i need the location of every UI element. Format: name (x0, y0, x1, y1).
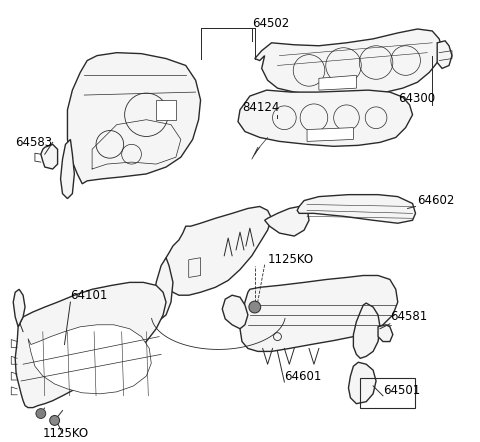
Text: 64300: 64300 (398, 91, 435, 104)
Text: 84124: 84124 (242, 101, 279, 114)
Circle shape (36, 408, 46, 419)
Polygon shape (68, 53, 201, 184)
Text: 64602: 64602 (418, 194, 455, 207)
Polygon shape (156, 100, 176, 120)
Text: 64581: 64581 (390, 310, 427, 324)
Polygon shape (319, 75, 356, 90)
Polygon shape (240, 275, 398, 351)
Text: 64101: 64101 (71, 289, 108, 302)
Polygon shape (255, 29, 442, 96)
Text: 64502: 64502 (252, 17, 289, 30)
Polygon shape (28, 325, 151, 394)
Circle shape (249, 301, 261, 313)
Polygon shape (153, 258, 173, 319)
Polygon shape (238, 90, 412, 146)
Polygon shape (307, 128, 353, 141)
Polygon shape (15, 282, 166, 408)
Polygon shape (264, 206, 309, 236)
Polygon shape (353, 303, 380, 358)
Polygon shape (348, 362, 376, 404)
Polygon shape (297, 194, 416, 223)
Text: 64583: 64583 (15, 136, 52, 149)
Polygon shape (41, 145, 58, 169)
Polygon shape (189, 258, 201, 278)
Polygon shape (378, 325, 393, 342)
Text: 64501: 64501 (383, 385, 420, 397)
Text: 1125KO: 1125KO (268, 253, 314, 266)
Text: 1125KO: 1125KO (43, 427, 89, 440)
Polygon shape (161, 206, 272, 295)
Text: 64601: 64601 (284, 370, 322, 383)
Polygon shape (13, 290, 25, 327)
Polygon shape (222, 295, 248, 329)
Polygon shape (60, 139, 74, 198)
Circle shape (50, 415, 60, 425)
Polygon shape (437, 41, 452, 69)
